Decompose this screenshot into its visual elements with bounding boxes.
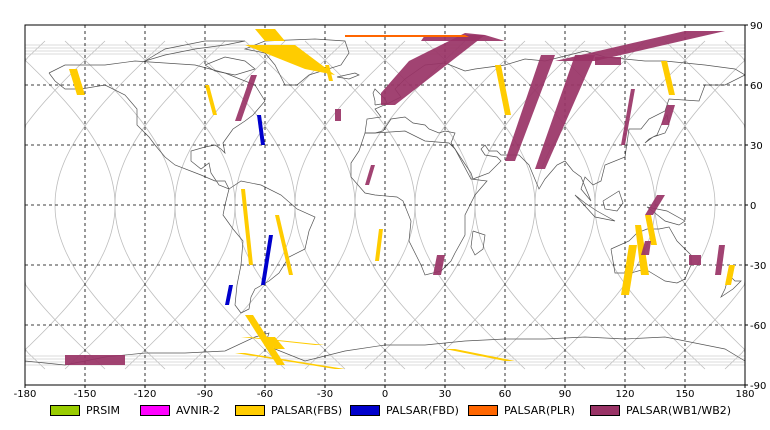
legend-label: PRSIM — [86, 403, 120, 417]
coastline — [646, 206, 686, 226]
swath-fbs — [275, 215, 293, 275]
swath-fbs — [621, 245, 637, 295]
coastline — [336, 72, 360, 80]
swath-wb — [621, 89, 635, 145]
swath-wb — [65, 355, 125, 365]
lon-tick-label: 120 — [615, 389, 634, 400]
swath-wb — [689, 255, 701, 265]
swath-fbs — [495, 65, 511, 115]
lon-tick-label: 90 — [559, 389, 572, 400]
legend-item-palsar-wb: PALSAR(WB1/WB2) — [590, 400, 731, 420]
swath-plr — [345, 35, 469, 37]
legend-label: PALSAR(FBS) — [271, 403, 343, 417]
legend-swatch — [235, 404, 265, 416]
swath-fbd — [257, 115, 265, 145]
lat-tick-label: 30 — [750, 141, 763, 152]
legend-swatch — [468, 404, 498, 416]
lat-tick-label: -60 — [750, 321, 766, 332]
lon-tick-label: 150 — [675, 389, 694, 400]
lat-tick-label: -30 — [750, 261, 766, 272]
swath-fbs — [205, 85, 217, 115]
legend-swatch — [140, 404, 170, 416]
swath-fbs — [375, 229, 383, 261]
coastline — [364, 50, 746, 202]
legend-item-prism: PRSIM — [50, 400, 120, 420]
legend-swatch — [590, 404, 620, 416]
legend-item-palsar-fbd: PALSAR(FBD) — [350, 400, 459, 420]
lat-tick-label: -90 — [750, 381, 766, 392]
lat-tick-label: 0 — [750, 201, 756, 212]
swath-wb — [595, 57, 621, 65]
lon-tick-label: -150 — [74, 389, 97, 400]
swath-wb — [645, 195, 665, 215]
swath-fbs — [645, 215, 657, 245]
swath-wb — [433, 255, 445, 275]
swath-wb — [381, 33, 485, 105]
swath-fbs — [325, 65, 333, 81]
legend-swatch — [350, 404, 380, 416]
legend: PRSIM AVNIR-2 PALSAR(FBS) PALSAR(FBD) PA… — [0, 400, 770, 422]
lon-tick-label: 60 — [499, 389, 512, 400]
swath-wb — [505, 55, 555, 161]
coastline — [243, 38, 350, 86]
swath-fbs — [69, 69, 85, 95]
coastline — [720, 274, 742, 299]
lat-tick-label: 90 — [750, 21, 763, 32]
lon-tick-label: -60 — [257, 389, 273, 400]
legend-item-palsar-fbs: PALSAR(FBS) — [235, 400, 342, 420]
swath-fbs — [635, 225, 649, 275]
lon-tick-label: -120 — [134, 389, 157, 400]
swath-fbs — [245, 45, 335, 75]
legend-item-palsar-plr: PALSAR(PLR) — [468, 400, 575, 420]
lat-tick-label: 60 — [750, 81, 763, 92]
coastline — [204, 56, 256, 76]
coastlines — [24, 38, 746, 366]
swath-fbd — [261, 235, 273, 285]
swath-wb — [641, 241, 651, 255]
swath-fbs — [245, 315, 285, 365]
swath-fbs — [241, 189, 253, 265]
swath-fbs — [241, 337, 325, 345]
lon-tick-label: -90 — [197, 389, 213, 400]
coastline — [470, 230, 486, 256]
coastline — [24, 332, 746, 366]
coastline — [602, 190, 624, 212]
swath-fbs — [255, 29, 285, 41]
swath-fbd — [225, 285, 233, 305]
lon-tick-label: 0 — [382, 389, 388, 400]
lon-tick-label: -30 — [317, 389, 333, 400]
lon-tick-label: 180 — [735, 389, 754, 400]
swath-fbs — [661, 61, 675, 95]
swath-fbs — [445, 349, 515, 361]
swath-wb — [235, 75, 257, 121]
map-canvas: -180 -150 -120 -90 -60 -30 0 30 60 90 120 150 180 90 6… — [14, 21, 767, 400]
swath-wb — [335, 109, 341, 121]
lon-tick-label: -180 — [14, 389, 37, 400]
swath-wb — [715, 245, 725, 275]
legend-label: PALSAR(WB1/WB2) — [626, 403, 732, 417]
legend-label: PALSAR(PLR) — [504, 403, 575, 417]
coastline — [350, 130, 488, 276]
legend-label: PALSAR(FBD) — [386, 403, 459, 417]
coastline — [144, 40, 246, 62]
legend-label: AVNIR-2 — [176, 403, 220, 417]
lon-tick-label: 30 — [439, 389, 452, 400]
swath-fbs — [725, 265, 735, 285]
coastline — [222, 180, 316, 314]
coastline — [574, 194, 616, 222]
swath-wb — [535, 55, 595, 169]
legend-item-avnir2: AVNIR-2 — [140, 400, 220, 420]
swath-wb — [365, 165, 375, 185]
swath-wb — [555, 31, 725, 61]
swath-wb — [661, 105, 675, 125]
swath-fbs — [235, 353, 345, 369]
legend-swatch — [50, 404, 80, 416]
